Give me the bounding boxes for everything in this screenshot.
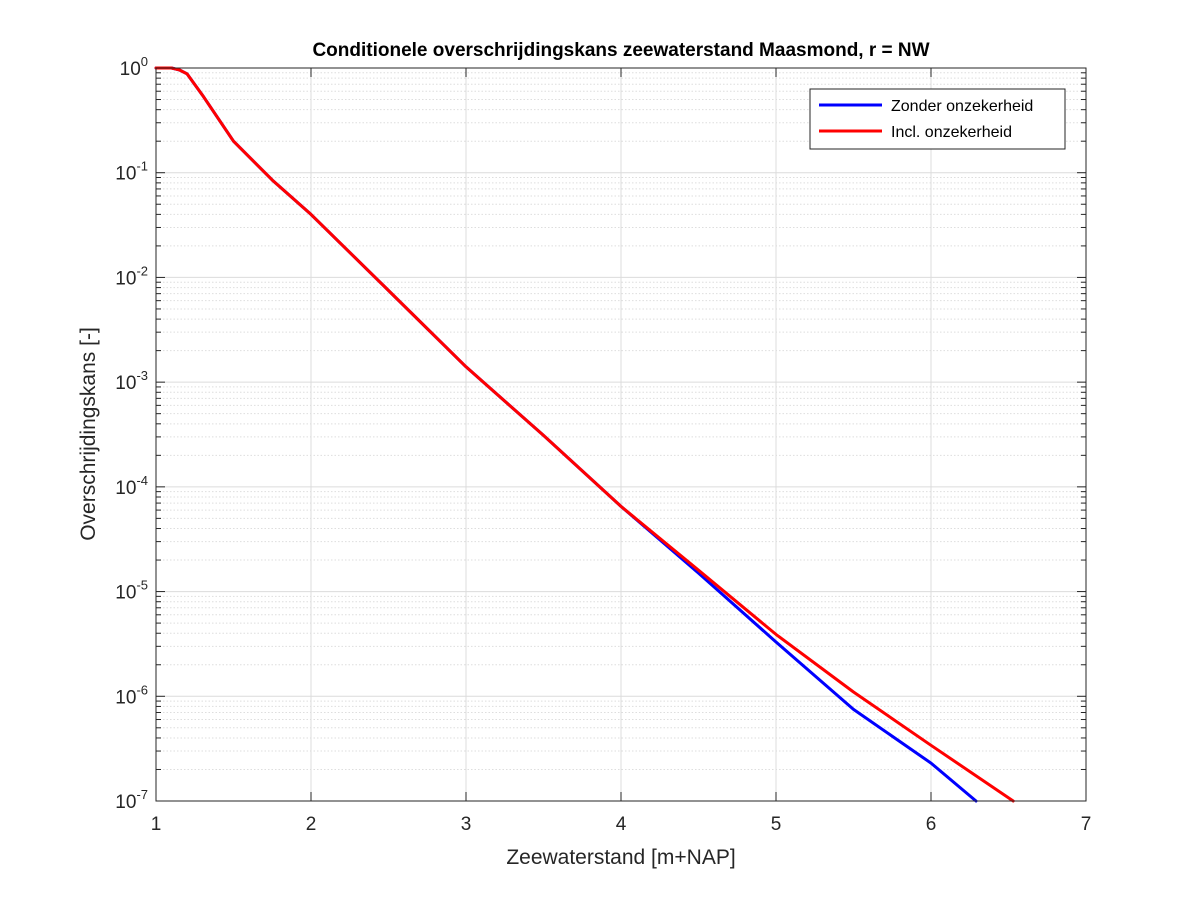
y-tick-label: 10-3 bbox=[115, 368, 148, 394]
x-tick-label: 5 bbox=[771, 814, 782, 835]
legend-label-incl-onzekerheid: Incl. onzekerheid bbox=[891, 124, 1012, 141]
chart-title: Conditionele overschrijdingskans zeewate… bbox=[312, 40, 929, 61]
y-tick-label: 10-6 bbox=[115, 682, 148, 708]
y-tick-labels: 100 10-1 10-2 10-3 10-4 10-5 10-6 10-7 bbox=[115, 54, 148, 813]
x-tick-label: 2 bbox=[306, 814, 317, 835]
x-tick-labels: 1 2 3 4 5 6 7 bbox=[151, 814, 1092, 835]
x-tick-label: 6 bbox=[926, 814, 937, 835]
x-tick-label: 7 bbox=[1081, 814, 1092, 835]
legend-box bbox=[809, 88, 1066, 150]
x-axis-label: Zeewaterstand [m+NAP] bbox=[506, 846, 735, 869]
y-tick-label: 10-1 bbox=[115, 159, 148, 185]
y-tick-label: 10-5 bbox=[115, 578, 148, 604]
series-layer bbox=[154, 66, 1015, 803]
y-tick-label: 10-4 bbox=[115, 473, 148, 499]
y-tick-label: 10-2 bbox=[115, 263, 148, 289]
series-line-incl-onzekerheid bbox=[154, 66, 1015, 803]
legend: Zonder onzekerheid Incl. onzekerheid bbox=[809, 88, 1066, 150]
x-tick-label: 1 bbox=[151, 814, 162, 835]
y-axis-label: Overschrijdingskans [-] bbox=[77, 327, 100, 541]
tick-marks bbox=[155, 67, 1087, 802]
x-tick-label: 4 bbox=[616, 814, 627, 835]
legend-label-zonder-onzekerheid: Zonder onzekerheid bbox=[891, 98, 1033, 115]
y-tick-label: 10-7 bbox=[115, 787, 148, 813]
y-tick-label: 100 bbox=[120, 54, 148, 80]
x-tick-label: 3 bbox=[461, 814, 472, 835]
